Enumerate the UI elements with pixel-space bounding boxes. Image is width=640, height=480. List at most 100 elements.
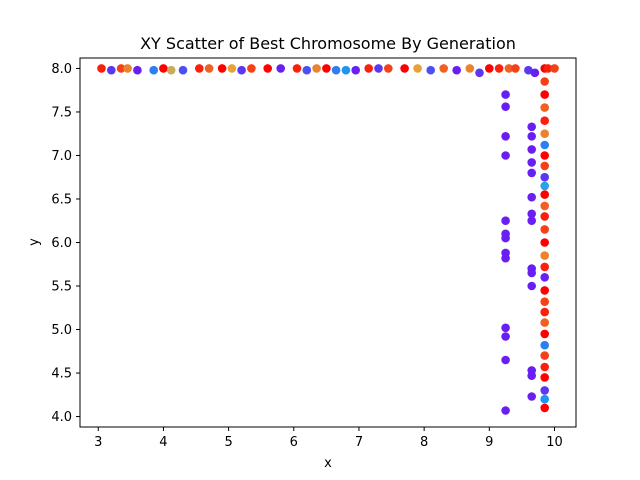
data-point	[501, 406, 510, 415]
data-point	[247, 64, 256, 73]
data-point	[540, 251, 549, 260]
data-point	[540, 238, 549, 247]
data-point	[123, 64, 132, 73]
data-point	[540, 173, 549, 182]
data-point	[466, 64, 475, 73]
data-point	[179, 66, 188, 75]
data-point	[276, 64, 285, 73]
x-tick-label: 3	[94, 435, 102, 450]
data-point	[342, 66, 351, 75]
data-point	[501, 356, 510, 365]
x-tick-label: 9	[485, 435, 493, 450]
data-point	[218, 64, 227, 73]
data-point	[501, 332, 510, 341]
x-tick-label: 10	[546, 435, 563, 450]
x-tick-label: 6	[290, 435, 298, 450]
x-tick-label: 8	[420, 435, 428, 450]
data-point	[133, 66, 142, 75]
y-axis-label: y	[27, 238, 42, 246]
data-point	[322, 64, 331, 73]
data-point	[97, 64, 106, 73]
data-point	[527, 193, 536, 202]
data-point	[527, 169, 536, 178]
data-point	[527, 216, 536, 225]
data-point	[540, 373, 549, 382]
data-point	[400, 64, 409, 73]
data-point	[195, 64, 204, 73]
data-point	[351, 66, 360, 75]
data-point	[312, 64, 321, 73]
data-point	[540, 129, 549, 138]
y-tick-label: 7.5	[51, 105, 72, 120]
y-tick-label: 8.0	[51, 62, 72, 77]
data-point	[384, 64, 393, 73]
data-point	[540, 341, 549, 350]
data-point	[540, 190, 549, 199]
data-point	[540, 116, 549, 125]
data-point	[540, 363, 549, 372]
data-point	[527, 158, 536, 167]
data-point	[452, 66, 461, 75]
data-point	[540, 351, 549, 360]
data-point	[540, 151, 549, 160]
data-point	[540, 182, 549, 191]
data-point	[527, 123, 536, 132]
data-point	[540, 308, 549, 317]
data-point	[495, 64, 504, 73]
data-point	[540, 141, 549, 150]
data-point	[540, 386, 549, 395]
data-point	[540, 395, 549, 404]
y-tick-label: 5.0	[51, 323, 72, 338]
data-point	[540, 212, 549, 221]
data-point	[107, 66, 116, 75]
x-axis-label: x	[324, 456, 332, 471]
data-point	[205, 64, 214, 73]
data-point	[364, 64, 373, 73]
data-point	[237, 66, 246, 75]
data-point	[501, 254, 510, 263]
data-point	[228, 64, 237, 73]
data-point	[501, 216, 510, 225]
data-point	[293, 64, 302, 73]
data-point	[540, 77, 549, 86]
data-point	[527, 132, 536, 141]
data-point	[540, 404, 549, 413]
data-point	[540, 330, 549, 339]
data-point	[540, 273, 549, 282]
data-point	[303, 66, 312, 75]
data-point	[540, 90, 549, 99]
data-point	[550, 64, 559, 73]
data-point	[332, 66, 341, 75]
data-point	[540, 103, 549, 112]
data-point	[374, 64, 383, 73]
x-tick-label: 5	[224, 435, 232, 450]
data-point	[527, 145, 536, 154]
x-tick-label: 7	[355, 435, 363, 450]
data-point	[527, 371, 536, 380]
data-point	[527, 392, 536, 401]
chart-title: XY Scatter of Best Chromosome By Generat…	[140, 34, 516, 53]
data-point	[263, 64, 272, 73]
y-tick-label: 4.5	[51, 367, 72, 382]
data-point	[475, 69, 484, 78]
data-point	[540, 225, 549, 234]
data-point	[149, 66, 158, 75]
y-tick-label: 7.0	[51, 149, 72, 164]
y-tick-label: 6.5	[51, 192, 72, 207]
data-point	[527, 282, 536, 291]
y-tick-label: 4.0	[51, 410, 72, 425]
data-point	[540, 318, 549, 327]
data-point	[413, 64, 422, 73]
data-point	[501, 324, 510, 333]
data-point	[159, 64, 168, 73]
data-point	[527, 269, 536, 278]
data-point	[501, 102, 510, 111]
data-point	[540, 286, 549, 295]
data-point	[439, 64, 448, 73]
y-tick-label: 6.0	[51, 236, 72, 251]
data-point	[501, 151, 510, 160]
data-point	[501, 132, 510, 141]
data-point	[501, 90, 510, 99]
data-point	[501, 234, 510, 243]
